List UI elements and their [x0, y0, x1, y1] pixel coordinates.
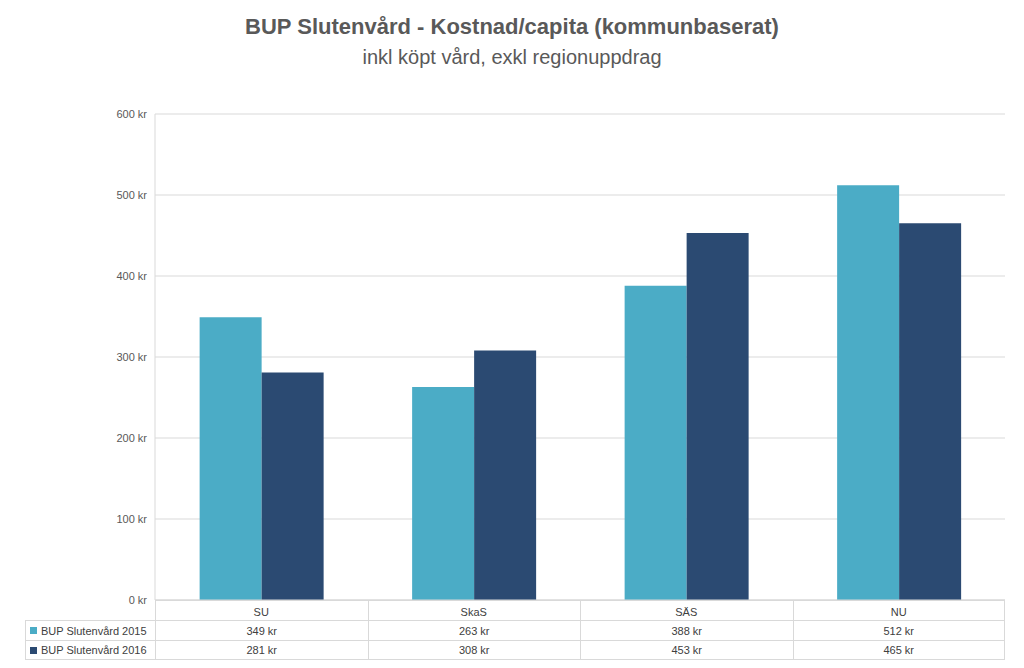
- svg-text:SkaS: SkaS: [461, 606, 487, 618]
- html-text:BUP Slutenvård - Kostnad/capit: BUP Slutenvård - Kostnad/capita (kommunb…: [245, 14, 779, 39]
- html-text:inkl köpt vård, exkl regionupp: inkl köpt vård, exkl regionuppdrag: [362, 46, 662, 68]
- svg-text:200 kr: 200 kr: [116, 432, 147, 444]
- html-text:BUP Slutenvård 2016: BUP Slutenvård 2016: [41, 644, 147, 656]
- html-text:281 kr: 281 kr: [246, 644, 277, 656]
- html-text:263 kr: 263 kr: [459, 624, 490, 637]
- svg-text:300 kr: 300 kr: [116, 351, 147, 363]
- svg-text:SÄS: SÄS: [675, 606, 697, 618]
- html-text:388 kr: 388 kr: [671, 624, 702, 637]
- svg-text:100 kr: 100 kr: [116, 513, 147, 525]
- svg-text:0 kr: 0 kr: [129, 594, 148, 606]
- html-text:465 kr: 465 kr: [883, 644, 914, 656]
- svg-text:SU: SU: [254, 606, 269, 618]
- svg-text:500 kr: 500 kr: [116, 189, 147, 201]
- svg-text:600 kr: 600 kr: [116, 108, 147, 120]
- html-text:512 kr: 512 kr: [883, 624, 914, 637]
- svg-text:NU: NU: [891, 606, 907, 618]
- html-text:453 kr: 453 kr: [671, 644, 702, 656]
- html-text:308 kr: 308 kr: [459, 644, 490, 656]
- html-text:349 kr: 349 kr: [246, 624, 277, 637]
- html-text:BUP Slutenvård 2015: BUP Slutenvård 2015: [41, 624, 147, 637]
- svg-text:400 kr: 400 kr: [116, 270, 147, 282]
